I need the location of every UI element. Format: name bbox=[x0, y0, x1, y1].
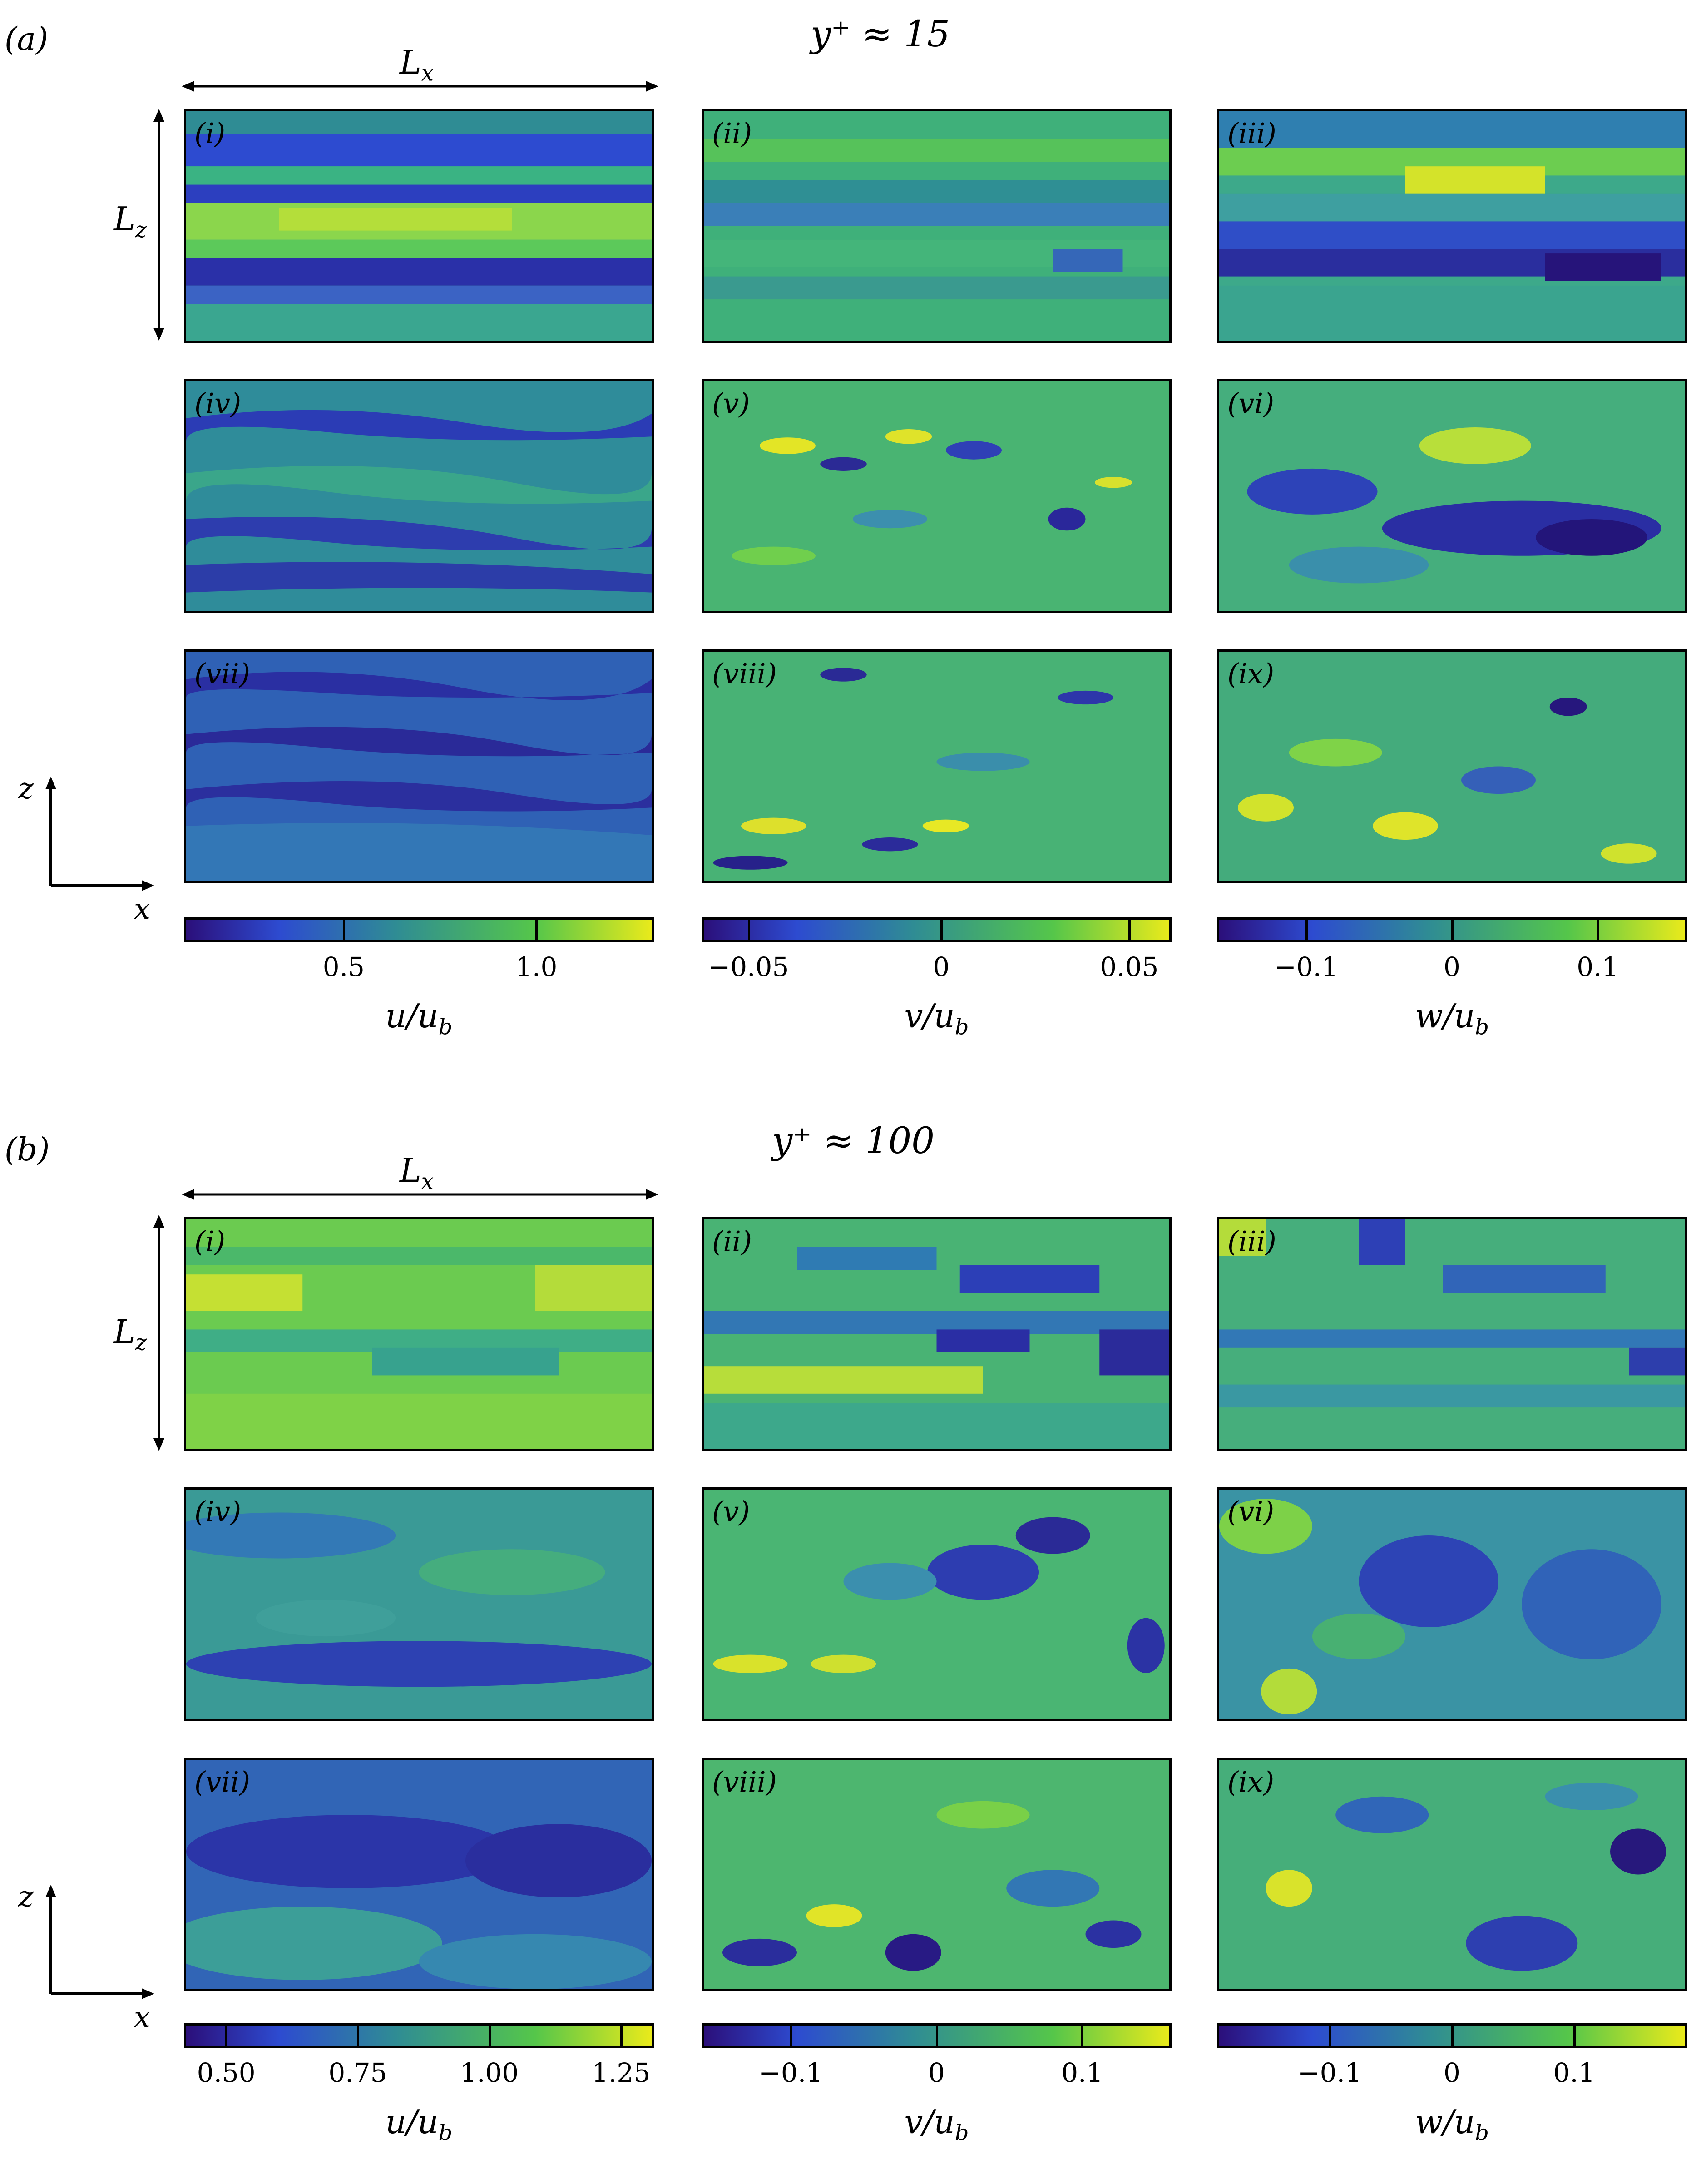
tile-tag: (v) bbox=[712, 1495, 750, 1528]
colorbar-title: v/ub bbox=[904, 2103, 969, 2146]
tile-b-ix: (ix) bbox=[1217, 1758, 1687, 1991]
colorbar-tick-label: 0.05 bbox=[1100, 951, 1159, 982]
tile-a-ix: (ix) bbox=[1217, 649, 1687, 883]
section-label: (b) bbox=[5, 1131, 50, 1168]
tile-tag: (viii) bbox=[712, 1765, 777, 1798]
tile-b-iv: (iv) bbox=[184, 1487, 654, 1721]
colorbar-tick-label: 0.50 bbox=[197, 2057, 256, 2088]
colorbar-u bbox=[184, 2023, 654, 2048]
zx-axes bbox=[45, 777, 154, 891]
tile-tag: (iv) bbox=[194, 1495, 242, 1528]
lx-label: Lx bbox=[400, 1151, 434, 1194]
section-title: y⁺ ≈ 100 bbox=[772, 1119, 935, 1162]
tile-tag: (iii) bbox=[1227, 1225, 1276, 1258]
tile-tag: (vii) bbox=[194, 657, 251, 690]
tile-tag: (vi) bbox=[1227, 1495, 1275, 1528]
tile-a-iv: (iv) bbox=[184, 379, 654, 613]
colorbar-tick-mark bbox=[1573, 2023, 1576, 2048]
tile-b-i: (i) bbox=[184, 1217, 654, 1451]
tile-a-iii: (iii) bbox=[1217, 109, 1687, 343]
section-title: y⁺ ≈ 15 bbox=[811, 13, 950, 55]
lx-arrow bbox=[182, 81, 658, 92]
colorbar-tick-mark bbox=[620, 2023, 623, 2048]
colorbar-tick-mark bbox=[1329, 2023, 1331, 2048]
colorbar-tick-label: −0.1 bbox=[1297, 2057, 1362, 2088]
tile-a-i: (i) bbox=[184, 109, 654, 343]
tile-b-v: (v) bbox=[702, 1487, 1172, 1721]
colorbar-tick-mark bbox=[940, 917, 943, 942]
tile-tag: (ix) bbox=[1227, 657, 1275, 690]
colorbar-tick-label: 1.25 bbox=[591, 2057, 651, 2088]
colorbar-u bbox=[184, 917, 654, 942]
colorbar-tick-label: 0 bbox=[1444, 951, 1460, 982]
lz-arrow bbox=[153, 1215, 164, 1451]
tile-tag: (iv) bbox=[194, 387, 242, 420]
tile-tag: (ix) bbox=[1227, 1765, 1275, 1798]
colorbar-title: w/ub bbox=[1415, 997, 1489, 1040]
colorbar-tick-label: 0 bbox=[928, 2057, 945, 2088]
tile-tag: (i) bbox=[194, 117, 226, 150]
colorbar-tick-mark bbox=[1081, 2023, 1084, 2048]
tile-tag: (ii) bbox=[712, 1225, 752, 1258]
tile-tag: (iii) bbox=[1227, 117, 1276, 150]
colorbar-tick-mark bbox=[535, 917, 538, 942]
colorbar-tick-label: 0.1 bbox=[1553, 2057, 1595, 2088]
tile-b-vi: (vi) bbox=[1217, 1487, 1687, 1721]
tile-b-vii: (vii) bbox=[184, 1758, 654, 1991]
colorbar-tick-label: −0.05 bbox=[708, 951, 789, 982]
colorbar-tick-mark bbox=[225, 2023, 228, 2048]
section-label: (a) bbox=[5, 20, 49, 58]
colorbar-tick-label: −0.1 bbox=[1274, 951, 1339, 982]
colorbar-tick-mark bbox=[488, 2023, 491, 2048]
colorbar-tick-label: 0.5 bbox=[322, 951, 365, 982]
colorbar-tick-mark bbox=[1451, 2023, 1454, 2048]
colorbar-tick-label: 1.0 bbox=[515, 951, 558, 982]
colorbar-tick-mark bbox=[935, 2023, 938, 2048]
tile-tag: (vi) bbox=[1227, 387, 1275, 420]
tile-b-viii: (viii) bbox=[702, 1758, 1172, 1991]
colorbar-tick-label: 0 bbox=[1444, 2057, 1460, 2088]
tile-tag: (ii) bbox=[712, 117, 752, 150]
tile-tag: (viii) bbox=[712, 657, 777, 690]
x-axis-label: x bbox=[134, 892, 151, 926]
z-axis-label: z bbox=[18, 772, 34, 806]
colorbar-tick-mark bbox=[1451, 917, 1454, 942]
colorbar-title: v/ub bbox=[904, 997, 969, 1040]
tile-a-viii: (viii) bbox=[702, 649, 1172, 883]
colorbar-v bbox=[702, 917, 1172, 942]
lz-label: Lz bbox=[114, 1312, 147, 1356]
colorbar-title: w/ub bbox=[1415, 2103, 1489, 2146]
z-axis-label: z bbox=[18, 1880, 34, 1914]
tile-a-ii: (ii) bbox=[702, 109, 1172, 343]
colorbar-tick-label: 0.1 bbox=[1061, 2057, 1103, 2088]
colorbar-tick-label: 0.1 bbox=[1577, 951, 1619, 982]
lz-label: Lz bbox=[114, 200, 147, 243]
colorbar-tick-label: −0.1 bbox=[759, 2057, 823, 2088]
tile-tag: (v) bbox=[712, 387, 750, 420]
tile-a-vii: (vii) bbox=[184, 649, 654, 883]
tile-tag: (vii) bbox=[194, 1765, 251, 1798]
tile-b-iii: (iii) bbox=[1217, 1217, 1687, 1451]
tile-tag: (i) bbox=[194, 1225, 226, 1258]
tile-b-ii: (ii) bbox=[702, 1217, 1172, 1451]
lz-arrow bbox=[153, 109, 164, 341]
tile-a-v: (v) bbox=[702, 379, 1172, 613]
colorbar-tick-mark bbox=[342, 917, 345, 942]
colorbar-tick-mark bbox=[1597, 917, 1599, 942]
colorbar-tick-label: 1.00 bbox=[460, 2057, 519, 2088]
zx-axes bbox=[45, 1885, 154, 1999]
colorbar-title: u/ub bbox=[385, 997, 453, 1040]
colorbar-tick-label: 0 bbox=[933, 951, 950, 982]
colorbar-title: u/ub bbox=[385, 2103, 453, 2146]
colorbar-tick-mark bbox=[1305, 917, 1308, 942]
colorbar-tick-mark bbox=[1128, 917, 1131, 942]
lx-label: Lx bbox=[400, 43, 434, 86]
colorbar-tick-mark bbox=[790, 2023, 792, 2048]
colorbar-tick-mark bbox=[747, 917, 750, 942]
colorbar-tick-mark bbox=[356, 2023, 359, 2048]
tile-a-vi: (vi) bbox=[1217, 379, 1687, 613]
lx-arrow bbox=[182, 1189, 658, 1200]
colorbar-tick-label: 0.75 bbox=[328, 2057, 387, 2088]
x-axis-label: x bbox=[134, 2001, 151, 2034]
